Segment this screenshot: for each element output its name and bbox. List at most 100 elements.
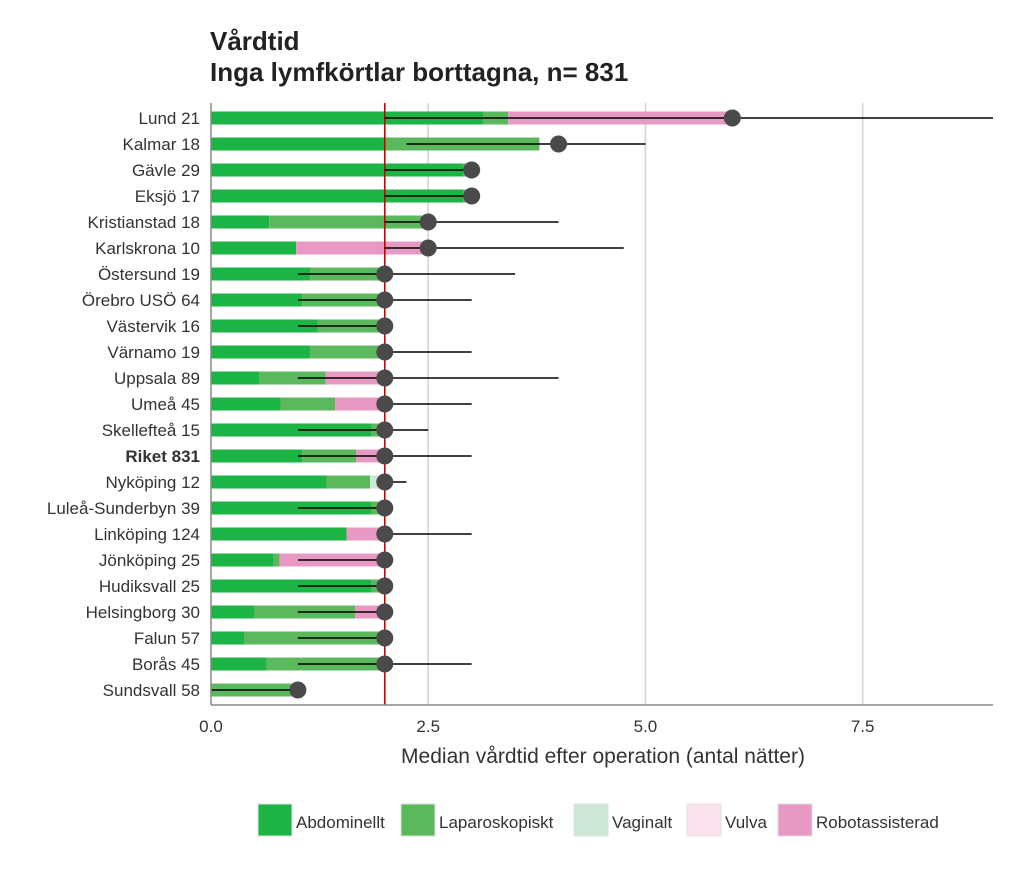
median-marker (376, 421, 394, 439)
category-label: Nyköping 12 (105, 473, 200, 492)
median-marker (289, 681, 307, 699)
category-label: Linköping 124 (94, 525, 200, 544)
bar-segment (211, 137, 385, 151)
category-label: Luleå-Sunderbyn 39 (47, 499, 200, 518)
bar-segment (211, 501, 372, 515)
median-marker (550, 135, 568, 153)
x-tick-label: 0.0 (199, 717, 223, 736)
median-marker (376, 343, 394, 361)
axis-layer: 0.0 2.5 5.0 7.5 (199, 103, 993, 736)
category-label: Karlskrona 10 (95, 239, 200, 258)
category-label: Eksjö 17 (135, 187, 200, 206)
category-label: Sundsvall 58 (103, 681, 200, 700)
median-marker (463, 161, 481, 179)
x-tick-label: 2.5 (416, 717, 440, 736)
category-label: Värnamo 19 (107, 343, 200, 362)
bar-segment (211, 371, 260, 385)
category-label: Jönköping 25 (99, 551, 200, 570)
legend-swatch (573, 803, 609, 837)
category-label: Uppsala 89 (114, 369, 200, 388)
median-marker (376, 629, 394, 647)
median-marker (376, 525, 394, 543)
bar-segment (310, 345, 385, 359)
legend-label: Laparoskopiskt (439, 813, 554, 832)
median-marker (419, 213, 437, 231)
legend-swatch (257, 803, 293, 837)
bar-segment (211, 215, 270, 229)
median-marker (376, 265, 394, 283)
bar-segment (211, 579, 372, 593)
median-marker (376, 369, 394, 387)
category-label: Östersund 19 (98, 265, 200, 284)
category-label: Helsingborg 30 (86, 603, 200, 622)
bar-segment (296, 241, 429, 255)
bar-segment (211, 527, 347, 541)
category-label: Kalmar 18 (123, 135, 200, 154)
category-label: Lund 21 (139, 109, 200, 128)
median-marker (376, 291, 394, 309)
legend-swatch (777, 803, 813, 837)
legend-label: Abdominellt (296, 813, 385, 832)
bar-segment (335, 397, 385, 411)
legend-swatch (400, 803, 436, 837)
interval-layer (211, 109, 993, 699)
bar-segment (346, 527, 385, 541)
x-tick-label: 5.0 (634, 717, 658, 736)
grid-layer (427, 103, 864, 705)
category-label: Örebro USÖ 64 (82, 291, 200, 310)
bar-segment (211, 319, 318, 333)
category-label: Riket 831 (125, 447, 200, 466)
legend-label: Vaginalt (612, 813, 672, 832)
category-label: Gävle 29 (132, 161, 200, 180)
chart-subtitle: Inga lymfkörtlar borttagna, n= 831 (210, 57, 629, 87)
median-marker (419, 239, 437, 257)
bar-segment (211, 241, 297, 255)
bar-segment (211, 605, 255, 619)
median-marker (376, 655, 394, 673)
bar-segment (259, 371, 326, 385)
category-label: Skellefteå 15 (102, 421, 200, 440)
bar-segment (211, 553, 274, 567)
bar-segment (211, 423, 372, 437)
chart-title: Vårdtid (210, 26, 300, 56)
bar-segment (211, 397, 281, 411)
bar-segment (211, 267, 311, 281)
bar-segment (211, 657, 267, 671)
legend-label: Robotassisterad (816, 813, 939, 832)
category-label: Borås 45 (132, 655, 200, 674)
category-label: Umeå 45 (131, 395, 200, 414)
legend: Abdominellt Laparoskopiskt Vaginalt Vulva Ro… (257, 803, 939, 837)
bar-segment (326, 475, 371, 489)
median-marker (723, 109, 741, 127)
x-axis-title: Median vårdtid efter operation (antal nä… (401, 745, 805, 768)
median-marker (376, 395, 394, 413)
bar-segment (211, 345, 311, 359)
bar-segment (280, 397, 336, 411)
bar-segment (211, 293, 303, 307)
category-label: Hudiksvall 25 (99, 577, 200, 596)
median-marker (376, 473, 394, 491)
category-label-layer: Lund 21 Kalmar 18 Gävle 29 Eksjö 17 Kristian… (47, 109, 200, 700)
title-block: Vårdtid Inga lymfkörtlar borttagna, n= 8… (210, 26, 628, 88)
bar-segment (269, 215, 423, 229)
median-marker (376, 317, 394, 335)
bar-segment (211, 449, 303, 463)
bar-segment (211, 631, 245, 645)
bar-segment (211, 189, 463, 203)
median-marker (376, 447, 394, 465)
bar-segment (211, 111, 483, 125)
category-label: Kristianstad 18 (88, 213, 200, 232)
median-marker (376, 551, 394, 569)
legend-swatch (686, 803, 722, 837)
bar-segment (273, 553, 280, 567)
bar-segment (211, 475, 327, 489)
bar-segment (211, 163, 463, 177)
median-marker (376, 577, 394, 595)
x-tick-label: 7.5 (851, 717, 875, 736)
category-label: Västervik 16 (106, 317, 200, 336)
median-marker (376, 499, 394, 517)
median-marker (376, 603, 394, 621)
legend-label: Vulva (725, 813, 767, 832)
